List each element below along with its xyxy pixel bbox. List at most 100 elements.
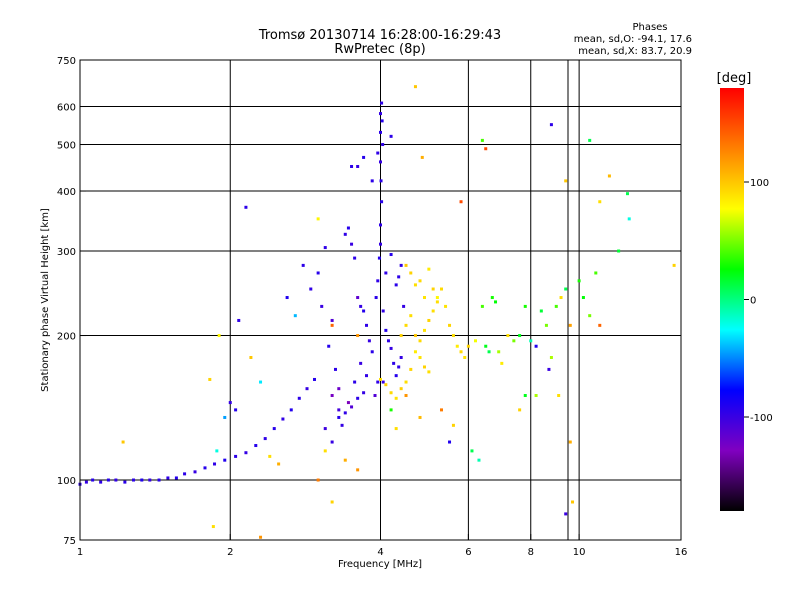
data-point (293, 314, 297, 318)
data-point (384, 328, 388, 332)
data-point (384, 383, 388, 387)
data-point (440, 287, 444, 291)
data-point (330, 318, 334, 322)
data-point (380, 200, 384, 204)
phases-heading: Phases (632, 22, 667, 33)
data-point (494, 300, 498, 304)
x-tick-label: 8 (528, 547, 534, 558)
data-point (166, 476, 170, 480)
data-point (484, 147, 488, 151)
data-point (598, 200, 602, 204)
data-point (448, 323, 452, 327)
data-point (500, 361, 504, 365)
data-point (518, 408, 522, 412)
data-point (397, 365, 401, 369)
data-point (384, 271, 388, 275)
data-point (244, 205, 248, 209)
data-point (409, 314, 413, 318)
data-point (337, 408, 341, 412)
data-point (394, 427, 398, 431)
data-point (367, 339, 371, 343)
data-point (379, 223, 382, 227)
y-tick-label: 200 (57, 332, 76, 343)
data-point (228, 401, 232, 405)
data-point (389, 408, 393, 412)
data-point (327, 344, 331, 348)
data-point (121, 440, 125, 444)
data-point (394, 283, 398, 287)
data-point (617, 249, 621, 253)
data-point (394, 374, 398, 378)
colorbar (720, 88, 744, 511)
data-point (285, 296, 289, 300)
data-point (381, 309, 385, 313)
data-point (451, 334, 455, 338)
data-point (431, 287, 435, 291)
data-point (564, 287, 568, 291)
data-point (379, 112, 382, 116)
data-point (418, 415, 422, 419)
y-tick-label: 750 (57, 56, 76, 67)
data-point (399, 387, 403, 391)
data-point (422, 365, 426, 369)
data-point (208, 377, 212, 381)
data-point (309, 287, 313, 291)
data-point (376, 279, 380, 283)
data-point (534, 344, 538, 348)
data-point (323, 449, 327, 453)
data-point (490, 296, 494, 300)
data-point (356, 396, 360, 400)
data-point (365, 323, 369, 327)
data-point (362, 391, 366, 395)
data-point (123, 480, 127, 484)
data-point (389, 391, 393, 395)
data-point (362, 155, 366, 159)
data-point (215, 449, 219, 453)
data-point (473, 339, 477, 343)
y-tick-label: 500 (57, 141, 76, 152)
data-point (211, 525, 215, 529)
chart-title-line2: RwPretec (8p) (334, 42, 425, 57)
y-tick-label: 75 (63, 536, 76, 547)
grid-lines (80, 60, 681, 540)
data-point (435, 296, 439, 300)
data-point (380, 101, 384, 105)
colorbar-tick-label: 0 (750, 296, 756, 307)
data-point (277, 462, 281, 466)
x-tick-label: 2 (227, 547, 233, 558)
data-point (497, 350, 501, 354)
data-point (571, 500, 575, 504)
y-tick-label: 100 (57, 476, 76, 487)
data-point (512, 339, 516, 343)
data-point (518, 334, 522, 338)
data-point (523, 304, 527, 308)
data-point (404, 263, 408, 267)
data-point (289, 408, 293, 412)
data-point (359, 304, 363, 308)
data-point (323, 427, 327, 431)
data-point (174, 476, 178, 480)
data-point (320, 304, 324, 308)
data-point (254, 444, 258, 448)
data-point (392, 361, 396, 365)
x-tick-label: 16 (675, 547, 688, 558)
colorbar-ticks: 100 0 -100 (744, 178, 773, 424)
data-point (370, 350, 374, 354)
data-point (356, 468, 360, 472)
data-point (418, 279, 422, 283)
data-point (213, 462, 217, 466)
data-point (356, 334, 360, 338)
data-point (394, 396, 398, 400)
data-point (84, 480, 88, 484)
data-point (440, 408, 444, 412)
data-point (249, 355, 253, 359)
x-tick-label: 10 (573, 547, 586, 558)
data-point (379, 179, 383, 183)
data-point (568, 440, 572, 444)
data-point (350, 164, 354, 168)
data-point (356, 164, 360, 168)
data-point (330, 440, 334, 444)
data-point (350, 242, 354, 246)
data-point (399, 355, 403, 359)
